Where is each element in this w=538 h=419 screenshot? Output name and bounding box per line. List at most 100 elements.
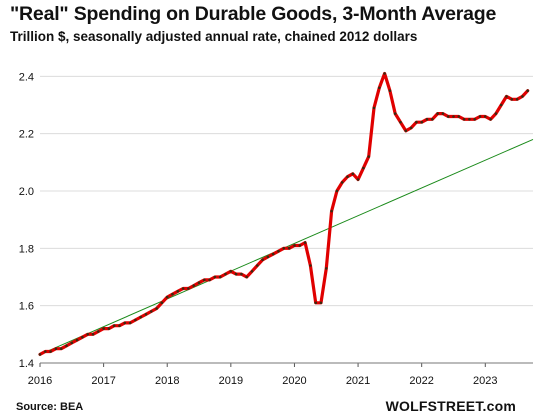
- data-point: [505, 95, 508, 98]
- data-point: [272, 253, 275, 256]
- data-point: [118, 324, 121, 327]
- data-point: [102, 327, 105, 330]
- data-point: [124, 322, 127, 325]
- data-point: [526, 89, 529, 92]
- data-points: [39, 72, 529, 356]
- series-layer: [40, 74, 528, 355]
- data-point: [166, 296, 169, 299]
- data-point: [473, 118, 476, 121]
- x-tick-label: 2018: [155, 375, 179, 387]
- data-point: [495, 112, 498, 115]
- data-point: [479, 115, 482, 118]
- data-point: [447, 115, 450, 118]
- data-point: [187, 287, 190, 290]
- x-tick-label: 2023: [473, 375, 497, 387]
- data-point: [182, 287, 185, 290]
- data-point: [49, 350, 52, 353]
- data-point: [341, 181, 344, 184]
- data-point: [145, 313, 148, 316]
- gridlines: [40, 76, 533, 363]
- data-point: [288, 247, 291, 250]
- x-tick-label: 2020: [282, 375, 306, 387]
- y-tick-label: 1.8: [19, 243, 34, 255]
- brand-logo: WOLFSTREET.com: [386, 398, 516, 414]
- data-point: [431, 118, 434, 121]
- data-point: [484, 115, 487, 118]
- data-point: [198, 281, 201, 284]
- data-point: [81, 336, 84, 339]
- data-point: [458, 115, 461, 118]
- data-point: [161, 302, 164, 305]
- y-tick-label: 1.6: [19, 301, 34, 313]
- data-point: [214, 276, 217, 279]
- data-point: [500, 104, 503, 107]
- data-point: [267, 256, 270, 259]
- data-point: [71, 342, 74, 345]
- y-tick-label: 1.4: [19, 358, 34, 370]
- data-point: [155, 307, 158, 310]
- data-point: [245, 276, 248, 279]
- data-point: [415, 121, 418, 124]
- data-point: [410, 127, 413, 130]
- data-point: [208, 279, 211, 282]
- data-point: [192, 284, 195, 287]
- data-point: [113, 324, 116, 327]
- data-point: [346, 175, 349, 178]
- data-point: [230, 270, 233, 273]
- data-point: [325, 267, 328, 270]
- data-point: [516, 98, 519, 101]
- data-point: [240, 273, 243, 276]
- x-tick-label: 2022: [409, 375, 433, 387]
- data-point: [108, 327, 111, 330]
- data-point: [134, 319, 137, 322]
- data-point: [336, 190, 339, 193]
- x-tick-label: 2016: [28, 375, 52, 387]
- x-tick-label: 2019: [219, 375, 243, 387]
- data-point: [330, 210, 333, 213]
- data-point: [452, 115, 455, 118]
- data-point: [277, 250, 280, 253]
- data-point: [436, 112, 439, 115]
- data-point: [92, 333, 95, 336]
- data-point: [203, 279, 206, 282]
- data-point: [283, 247, 286, 250]
- x-axis-ticks: 2016 2017 2018 2019 2020 2021 2022 2023: [28, 363, 533, 387]
- data-point: [97, 330, 100, 333]
- data-point: [320, 302, 323, 305]
- data-point: [521, 95, 524, 98]
- data-point: [299, 244, 302, 247]
- data-point: [394, 112, 397, 115]
- data-point: [219, 276, 222, 279]
- data-point: [373, 107, 376, 110]
- data-point: [251, 270, 254, 273]
- data-point: [511, 98, 514, 101]
- data-point: [139, 316, 142, 319]
- y-tick-label: 2.2: [19, 129, 34, 141]
- data-point: [309, 264, 312, 267]
- data-point: [314, 302, 317, 305]
- data-point: [261, 259, 264, 262]
- data-point: [468, 118, 471, 121]
- data-point: [389, 89, 392, 92]
- data-point: [362, 167, 365, 170]
- data-point: [357, 178, 360, 181]
- x-tick-label: 2021: [346, 375, 370, 387]
- data-point: [55, 347, 58, 350]
- spending-series-line: [40, 74, 528, 355]
- data-point: [489, 118, 492, 121]
- data-point: [224, 273, 227, 276]
- data-point: [293, 244, 296, 247]
- data-point: [86, 333, 89, 336]
- data-point: [129, 322, 132, 325]
- data-point: [420, 121, 423, 124]
- data-point: [235, 273, 238, 276]
- y-tick-label: 2.0: [19, 186, 34, 198]
- data-point: [39, 353, 42, 356]
- data-point: [304, 241, 307, 244]
- data-point: [405, 130, 408, 133]
- data-point: [60, 347, 63, 350]
- data-point: [352, 173, 355, 176]
- data-point: [171, 293, 174, 296]
- data-point: [426, 118, 429, 121]
